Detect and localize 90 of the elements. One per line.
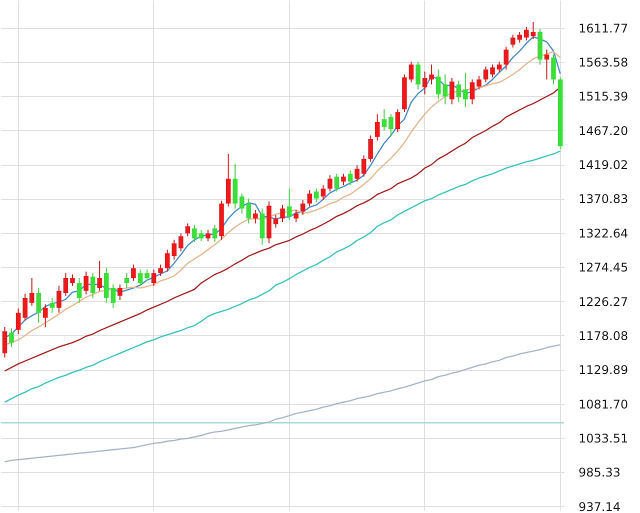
- y-tick-label: 1419.02: [578, 158, 628, 172]
- candlestick: [90, 272, 96, 298]
- candlestick: [368, 134, 373, 162]
- y-tick-label: 1081.70: [578, 397, 628, 412]
- candlestick: [286, 188, 292, 220]
- candlestick: [151, 269, 156, 286]
- y-tick-label: 1226.27: [578, 294, 628, 309]
- candlestick: [334, 173, 340, 192]
- candlestick: [496, 61, 502, 73]
- y-tick-label: 1178.08: [578, 328, 628, 343]
- candlestick: [416, 61, 420, 90]
- candlestick: [206, 229, 210, 242]
- candlestick: [395, 108, 400, 132]
- candlestick: [504, 46, 508, 70]
- y-tick-label: 1467.20: [578, 124, 628, 138]
- candlestick: [253, 209, 258, 224]
- candlestick: [476, 75, 482, 90]
- candlestick: [348, 170, 353, 186]
- candlestick: [524, 26, 529, 41]
- y-tick-label: 1370.83: [578, 192, 628, 206]
- y-tick-label: 1322.64: [578, 226, 628, 240]
- y-tick-label: 1515.39: [578, 90, 628, 104]
- candlestick: [314, 188, 319, 203]
- candlestick: [76, 278, 82, 304]
- candlestick: [422, 71, 428, 95]
- line-series: [4, 86, 561, 372]
- candlestick: [138, 269, 143, 286]
- candlestick: [158, 264, 163, 276]
- candlestick: [43, 304, 48, 328]
- candlestick: [110, 284, 116, 308]
- candlestick: [198, 229, 204, 242]
- candlestick: [300, 200, 306, 216]
- candlestick: [388, 114, 394, 136]
- candlestick: [84, 271, 88, 295]
- candlestick: [510, 34, 516, 48]
- candlestick: [2, 326, 8, 358]
- candlestick: [456, 80, 462, 103]
- candlestick: [63, 272, 68, 296]
- candlestick: [50, 297, 55, 314]
- candlestick: [212, 224, 218, 242]
- line-series: [4, 344, 561, 462]
- candlestick: [178, 232, 184, 252]
- candlestick: [382, 108, 386, 132]
- candlestick: [470, 78, 475, 105]
- candlestick: [307, 190, 312, 207]
- candlestick: [124, 272, 130, 288]
- candlestick: [328, 174, 332, 192]
- candlestick: [70, 274, 75, 286]
- candlestick: [246, 198, 251, 224]
- candlestick: [192, 224, 197, 242]
- candlestick: [354, 164, 360, 182]
- candlestick: [361, 154, 366, 178]
- candlestick: [450, 78, 454, 105]
- y-tick-label: 1129.89: [578, 363, 628, 378]
- candlestick: [320, 184, 326, 201]
- candlestick: [442, 74, 448, 105]
- candlestick: [172, 239, 176, 260]
- candlestick: [16, 308, 21, 335]
- candlestick: [280, 204, 285, 223]
- candlestick: [273, 214, 278, 228]
- y-tick-label: 937.14: [578, 500, 620, 513]
- line-series: [4, 150, 561, 403]
- candlestick: [544, 49, 550, 80]
- candlestick: [97, 260, 102, 292]
- candlestick: [463, 72, 468, 108]
- candlestick: [22, 293, 28, 322]
- candlestick: [118, 284, 122, 301]
- candlestick: [341, 173, 346, 186]
- candlestick: [408, 61, 414, 83]
- candlestick: [185, 222, 190, 237]
- candlestick: [164, 249, 170, 272]
- candlestick: [9, 328, 14, 348]
- candlestick: [239, 193, 244, 214]
- candlestick: [36, 287, 41, 324]
- candlestick: [429, 64, 434, 85]
- candlestick: [294, 209, 298, 223]
- y-tick-label: 1033.51: [578, 431, 628, 446]
- candlestick: [56, 285, 62, 314]
- candlestick: [374, 114, 380, 141]
- y-tick-label: 985.33: [578, 466, 620, 480]
- candlestick: [490, 64, 495, 78]
- candlestick: [483, 66, 488, 83]
- candlestick: [551, 54, 556, 85]
- y-tick-label: 1611.77: [578, 21, 628, 36]
- candlestick: [131, 264, 136, 282]
- candlestick: [29, 278, 34, 306]
- y-tick-label: 1563.58: [578, 56, 628, 70]
- candlestick: [436, 69, 441, 100]
- y-tick-label: 1274.45: [578, 260, 628, 275]
- candlestick: [144, 269, 150, 282]
